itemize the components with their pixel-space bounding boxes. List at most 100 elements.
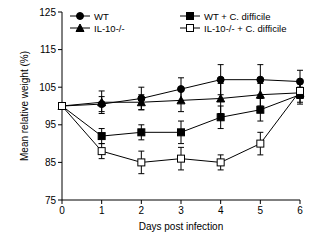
error-cap (218, 64, 224, 65)
error-cap (138, 109, 144, 110)
error-cap (178, 143, 184, 144)
error-bar (297, 82, 303, 105)
legend: WTIL-10-/- WT + C. difficileIL-10-/- + C.… (70, 11, 286, 34)
y-tick (58, 12, 62, 13)
x-tick-label: 1 (99, 205, 105, 216)
legend-label: WT (94, 11, 109, 22)
error-cap (218, 128, 224, 129)
point (58, 102, 66, 110)
error-bar (178, 89, 184, 112)
error-cap (178, 147, 184, 148)
error-cap (257, 64, 263, 65)
y-tick-label: 125 (39, 7, 56, 18)
x-tick (300, 200, 301, 204)
error-cap (297, 70, 303, 71)
y-tick (58, 87, 62, 88)
y-tick-label: 75 (45, 195, 57, 206)
error-bar (138, 95, 144, 110)
point (138, 129, 145, 136)
point (177, 96, 185, 104)
error-cap (138, 139, 144, 140)
plot-area (58, 65, 304, 174)
y-tick (58, 200, 62, 201)
point (59, 103, 66, 110)
error-cap (257, 132, 263, 133)
error-cap (297, 81, 303, 82)
point (297, 87, 304, 94)
error-cap (99, 158, 105, 159)
error-cap (178, 77, 184, 78)
point (178, 129, 185, 136)
error-cap (218, 106, 224, 107)
error-cap (138, 94, 144, 95)
error-bar (138, 151, 144, 174)
point (217, 94, 225, 102)
point (138, 159, 145, 166)
point (257, 106, 264, 113)
error-bar (297, 83, 303, 98)
point (217, 159, 224, 166)
error-cap (138, 124, 144, 125)
error-cap (178, 111, 184, 112)
error-cap (218, 169, 224, 170)
x-tick (260, 200, 261, 204)
point (256, 91, 264, 99)
error-cap (297, 98, 303, 99)
x-tick-label: 6 (297, 205, 303, 216)
error-cap (297, 102, 303, 103)
legend-label: WT + C. difficile (204, 11, 270, 22)
error-bar (138, 87, 144, 110)
error-cap (218, 154, 224, 155)
error-bar (99, 129, 105, 144)
point (257, 76, 264, 83)
x-axis-label: Days post infection (139, 221, 224, 232)
legend-marker (187, 25, 194, 32)
error-bar (257, 98, 263, 121)
y-tick-label: 85 (45, 157, 57, 168)
point (98, 98, 106, 106)
error-cap (257, 83, 263, 84)
error-cap (178, 121, 184, 122)
y-tick-label: 105 (39, 82, 56, 93)
error-cap (138, 87, 144, 88)
error-cap (257, 98, 263, 99)
y-tick (58, 124, 62, 125)
x-tick (101, 200, 102, 204)
error-bar (257, 132, 263, 155)
chart: 7585951051151250123456Days post infectio… (0, 0, 334, 239)
error-cap (297, 104, 303, 105)
error-bar (297, 87, 303, 102)
y-tick (58, 49, 62, 50)
point (217, 114, 224, 121)
legend-marker (187, 13, 194, 20)
error-cap (178, 89, 184, 90)
legend-label: IL-10-/- + C. difficile (204, 23, 286, 34)
x-tick-label: 2 (139, 205, 145, 216)
point (98, 148, 105, 155)
point (137, 98, 145, 106)
error-bar (178, 121, 184, 144)
x-tick (181, 200, 182, 204)
error-cap (138, 151, 144, 152)
error-cap (99, 143, 105, 144)
x-tick-label: 3 (178, 205, 184, 216)
error-cap (99, 113, 105, 114)
error-bar (138, 125, 144, 140)
series-line (62, 95, 300, 136)
x-tick (141, 200, 142, 204)
point (178, 155, 185, 162)
y-axis-label: Mean relative weight (%) (19, 51, 30, 161)
x-tick-label: 4 (218, 205, 224, 216)
point (59, 103, 66, 110)
error-cap (257, 121, 263, 122)
legend-label: IL-10-/- (94, 23, 125, 34)
error-bar (178, 147, 184, 170)
error-bar (99, 91, 105, 114)
point (98, 133, 105, 140)
x-tick (62, 200, 63, 204)
error-bar (218, 106, 224, 129)
y-tick-label: 115 (40, 44, 56, 55)
x-tick (220, 200, 221, 204)
point (217, 76, 224, 83)
error-bar (99, 144, 105, 159)
